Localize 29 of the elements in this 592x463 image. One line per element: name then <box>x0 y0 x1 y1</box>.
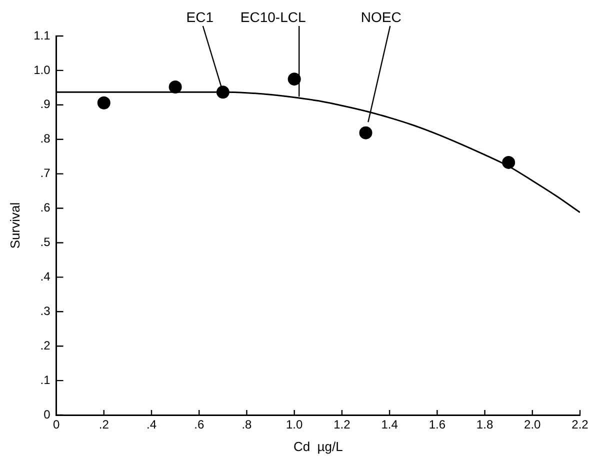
x-tick-label: .6 <box>194 418 204 432</box>
annotation: EC1 <box>186 9 214 25</box>
x-tick-label: 0 <box>52 418 60 432</box>
x-tick-label: 1.4 <box>381 418 398 432</box>
annotation: NOEC <box>360 9 402 25</box>
y-tick-label: 1.0 <box>34 62 51 77</box>
y-tick-label: .1 <box>40 372 51 387</box>
y-axis-title: Survival <box>7 202 22 249</box>
y-tick-label: 0 <box>44 407 51 422</box>
x-tick-label: 1.2 <box>334 418 351 432</box>
y-tick-label: .5 <box>40 235 51 250</box>
annotation: EC10-LCL <box>240 9 306 25</box>
x-tick-label: .4 <box>146 418 157 432</box>
x-tick-label: 2.2 <box>572 418 589 432</box>
y-tick-label: .6 <box>40 200 51 215</box>
x-tick-label: 1.8 <box>476 418 494 432</box>
x-tick-label: 1.6 <box>428 418 446 432</box>
x-axis-title: Cd µg/L <box>293 438 343 454</box>
y-tick-label: .8 <box>40 132 51 146</box>
y-tick-label: .3 <box>40 304 51 318</box>
x-tick-label: 2.0 <box>524 418 542 432</box>
x-tick-label: .2 <box>98 418 110 432</box>
y-tick-label: .2 <box>40 338 51 352</box>
x-tick-label: .8 <box>242 418 252 432</box>
y-tick-label: .7 <box>40 166 51 180</box>
y-tick-label: .4 <box>40 269 51 284</box>
y-tick-label: 1.1 <box>34 28 51 42</box>
x-tick-label: 1.0 <box>286 418 303 432</box>
y-tick-label: .9 <box>40 97 51 112</box>
